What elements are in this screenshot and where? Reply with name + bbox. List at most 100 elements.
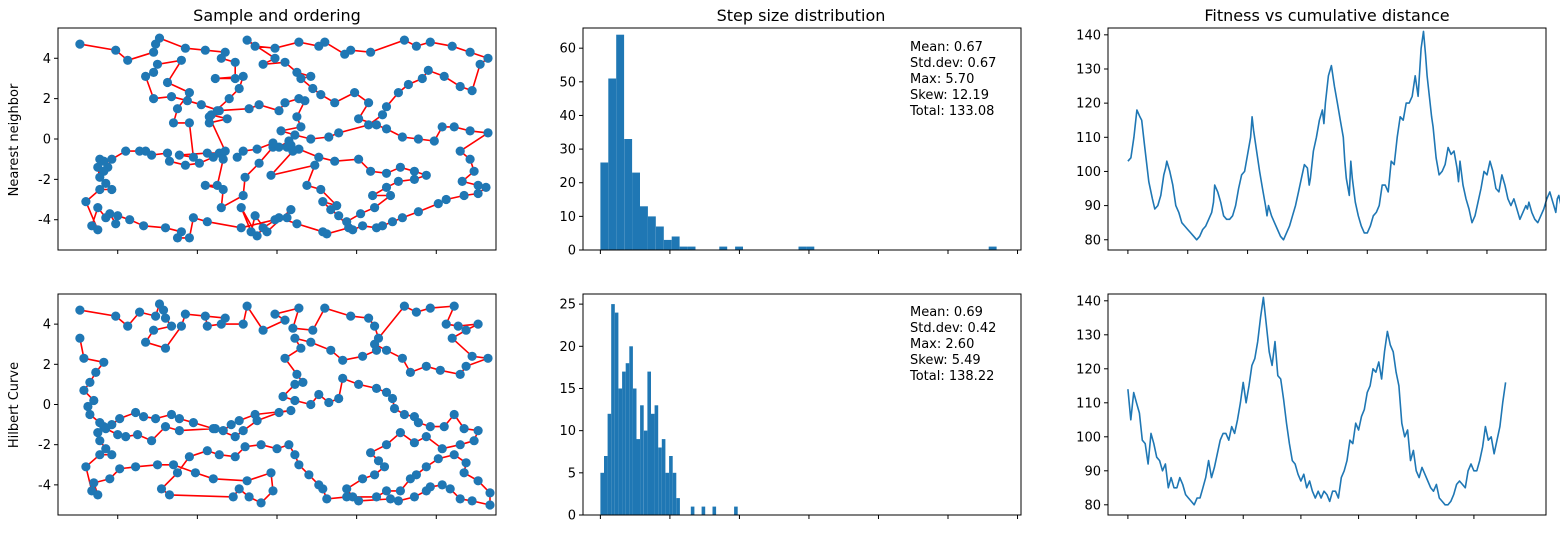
sample-point: [292, 369, 302, 379]
sample-point: [172, 468, 183, 478]
sample-point: [371, 492, 382, 502]
panel-fitness-line-5: 80 90 100 110 120 130 140: [1076, 293, 1547, 519]
sample-point: [168, 118, 179, 128]
y-tick-label: 0: [43, 398, 51, 413]
histogram-bar: [671, 236, 680, 250]
sample-point: [276, 126, 286, 136]
histogram-bar: [669, 456, 673, 515]
sample-point: [180, 43, 190, 53]
sample-point: [403, 79, 413, 90]
sample-point: [258, 325, 268, 335]
sample-point: [220, 146, 230, 156]
title-step-size: Step size distribution: [717, 6, 886, 25]
sample-point: [413, 134, 423, 144]
sample-point: [101, 444, 111, 454]
histogram-bar: [611, 304, 615, 515]
histogram-bar: [655, 226, 664, 250]
y-tick-label: 100: [1076, 165, 1101, 180]
sample-point: [425, 303, 435, 313]
y-tick-label: 0: [568, 509, 576, 524]
sample-point: [164, 156, 175, 166]
sample-point: [461, 458, 471, 468]
sample-point: [250, 211, 260, 221]
sample-point: [371, 345, 382, 355]
y-tick-label: -2: [38, 173, 51, 188]
sample-point: [455, 81, 465, 92]
panel-step-histogram-1: 0 10 20 30 40 50 60: [559, 27, 1022, 259]
sample-point: [368, 190, 378, 201]
sample-point: [306, 71, 316, 81]
sample-point: [89, 478, 99, 488]
sample-point: [280, 98, 290, 108]
sample-point: [93, 428, 103, 438]
sample-point: [184, 233, 194, 243]
sample-point: [455, 369, 465, 379]
sample-point: [135, 307, 145, 317]
sample-point: [421, 170, 431, 180]
y-tick-label: 50: [559, 75, 576, 90]
sample-point: [234, 416, 244, 426]
sample-point: [465, 126, 475, 136]
sample-point: [371, 120, 382, 130]
panel-scatter-route-3: 4 2 0 -2 -4: [38, 293, 497, 519]
y-tick-label: 110: [1076, 396, 1101, 411]
sample-point: [467, 496, 477, 506]
sample-point: [308, 83, 318, 94]
sample-point: [314, 389, 324, 400]
sample-point: [286, 205, 296, 215]
sample-point: [469, 436, 479, 446]
sample-point: [296, 122, 306, 132]
sample-point: [254, 158, 264, 168]
histogram-bar: [624, 139, 633, 250]
histogram-bar: [687, 246, 696, 250]
sample-point: [250, 41, 260, 51]
sample-point: [290, 450, 300, 460]
sample-point: [151, 414, 161, 424]
sample-point: [358, 351, 368, 361]
sample-point: [354, 114, 364, 124]
sample-point: [433, 454, 443, 464]
sample-point: [366, 47, 376, 57]
sample-point: [425, 422, 435, 432]
sample-point: [467, 351, 477, 361]
histogram-bar: [701, 506, 706, 515]
sample-point: [292, 112, 302, 122]
sample-point: [262, 227, 272, 237]
y-tick-label: 4: [43, 318, 51, 333]
stat-mean: Mean: 0.69: [910, 305, 983, 320]
sample-point: [381, 102, 392, 112]
sample-point: [270, 215, 280, 225]
sample-point: [272, 444, 282, 454]
sample-point: [306, 399, 316, 410]
sample-point: [184, 452, 194, 462]
sample-point: [200, 180, 210, 190]
sample-point: [111, 45, 121, 55]
sample-point: [202, 321, 212, 331]
y-tick-label: 10: [559, 210, 576, 225]
y-tick-label: 60: [559, 42, 576, 57]
sample-point: [399, 35, 409, 45]
sample-point: [399, 409, 409, 420]
sample-point: [107, 154, 117, 164]
stat-stddev: Std.dev: 0.42: [910, 321, 996, 336]
sample-point: [164, 490, 175, 500]
y-tick-label: 40: [559, 109, 576, 124]
sample-point: [216, 53, 226, 63]
axes-frame: [582, 293, 1022, 516]
sample-point: [95, 450, 105, 460]
sample-point: [298, 377, 308, 387]
sample-point: [113, 211, 123, 221]
sample-point: [457, 176, 467, 186]
sample-point: [242, 35, 252, 45]
sample-point: [240, 442, 250, 452]
sample-point: [483, 128, 493, 138]
sample-point: [399, 301, 409, 311]
sample-point: [93, 225, 103, 235]
ylabel-nearest-neighbor: Nearest neighbor: [7, 83, 22, 196]
sample-point: [346, 311, 356, 321]
histogram-bar: [618, 388, 623, 515]
sample-point: [292, 219, 302, 229]
sample-point: [338, 355, 348, 365]
sample-point: [222, 114, 232, 124]
title-sample-ordering: Sample and ordering: [193, 6, 361, 25]
